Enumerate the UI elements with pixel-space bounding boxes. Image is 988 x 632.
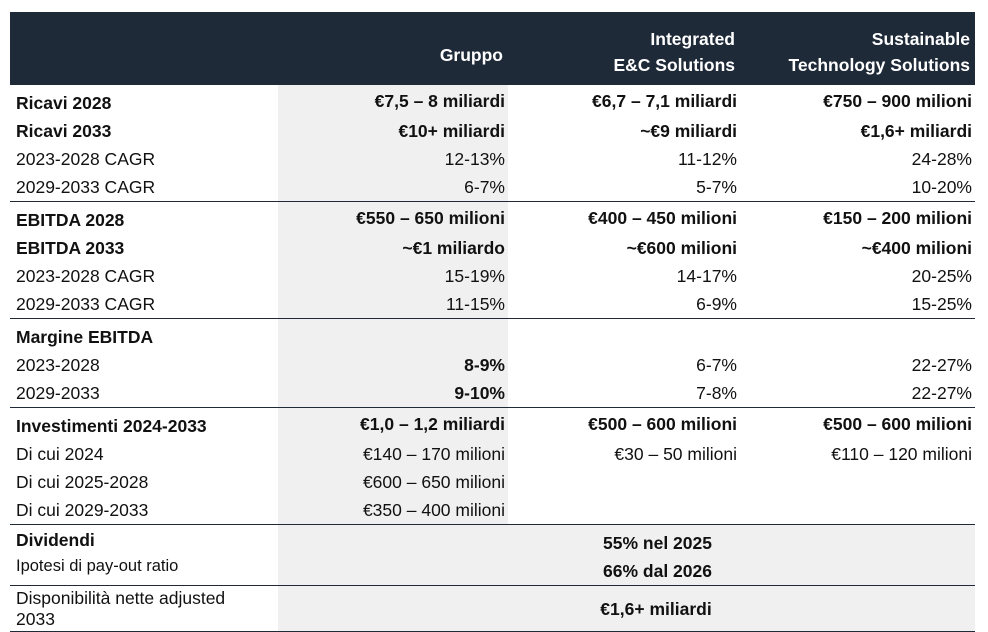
gruppo-value: 15-19% [278,262,508,290]
table-row: Di cui 2025-2028 €600 – 650 milioni [10,468,975,496]
table-row: Di cui 2029-2033 €350 – 400 milioni [10,496,975,525]
table-row: 2029-2033 CAGR 11-15% 6-9% 15-25% [10,290,975,319]
disponibilita-label-cell: Disponibilità nette adjusted 2033 [10,585,278,632]
gruppo-value: ~€1 miliardo [278,234,508,262]
dividendi-sublabel: Ipotesi di pay-out ratio [16,557,179,575]
gruppo-value [278,318,508,351]
sts-value: 22-27% [911,383,972,403]
gruppo-value: €350 – 400 milioni [278,496,508,525]
row-label: Di cui 2029-2033 [16,500,149,520]
ec-value: 11-12% [677,149,737,169]
header-sts-line1: Sustainable [871,29,970,49]
sts-value: €150 – 200 milioni [740,201,975,234]
sts-value: €750 – 900 milioni [740,84,975,117]
sts-value [740,468,975,496]
dividendi-line2: 66% dal 2026 [603,561,712,581]
gruppo-value: 9-10% [278,379,508,408]
ec-value: €30 – 50 milioni [614,444,737,464]
row-label: Investimenti 2024-2033 [10,407,278,440]
guidance-table: Gruppo Integrated E&C Solutions Sustaina… [10,12,975,632]
gruppo-value: €1,0 – 1,2 miliardi [278,407,508,440]
header-blank-cell [10,12,278,85]
row-label: 2023-2028 CAGR [16,149,156,169]
table-body: Ricavi 2028 €7,5 – 8 miliardi €6,7 – 7,1… [10,84,975,632]
gruppo-value: €550 – 650 milioni [278,201,508,234]
disponibilita-row: Disponibilità nette adjusted 2033 €1,6+ … [10,585,975,632]
gruppo-value: 8-9% [278,351,508,379]
table-row: Di cui 2024 €140 – 170 milioni €30 – 50 … [10,440,975,468]
ec-value [508,318,740,351]
dividendi-label-cell: Dividendi Ipotesi di pay-out ratio [10,524,278,586]
row-label: 2023-2028 CAGR [16,266,156,286]
row-label: 2023-2028 [16,355,100,375]
dividendi-row: Dividendi Ipotesi di pay-out ratio 55% n… [10,524,975,586]
row-label: Ricavi 2028 [10,84,278,117]
table-row: EBITDA 2033 ~€1 miliardo ~€600 milioni ~… [10,234,975,262]
header-ec-line1: Integrated [650,29,735,49]
row-label: Margine EBITDA [10,318,278,351]
gruppo-value: €140 – 170 milioni [278,440,508,468]
row-label: 2029-2033 CAGR [16,294,156,314]
row-label: Di cui 2025-2028 [16,472,149,492]
sts-value: €110 – 120 milioni [831,444,972,464]
sts-value: €1,6+ miliardi [860,121,972,141]
ec-value [508,496,740,525]
sts-value: 10-20% [911,177,972,197]
row-label: 2029-2033 [16,383,100,403]
gruppo-value: €7,5 – 8 miliardi [278,84,508,117]
gruppo-value: 12-13% [278,145,508,173]
table-header: Gruppo Integrated E&C Solutions Sustaina… [10,12,975,85]
disponibilita-value: €1,6+ miliardi [278,585,975,632]
table-row: 2023-2028 CAGR 15-19% 14-17% 20-25% [10,262,975,290]
dividendi-line1: 55% nel 2025 [603,533,712,553]
ec-value: 14-17% [676,266,737,286]
sts-value: 24-28% [911,149,972,169]
table-row: Margine EBITDA [10,318,975,351]
ec-value: 6-9% [696,294,737,314]
sts-value: 15-25% [911,294,972,314]
sts-value: 20-25% [911,266,972,286]
ec-value: 6-7% [696,355,737,375]
table-row: Investimenti 2024-2033 €1,0 – 1,2 miliar… [10,407,975,440]
ec-value: €500 – 600 milioni [508,407,740,440]
sts-value: €500 – 600 milioni [740,407,975,440]
row-label: EBITDA 2028 [10,201,278,234]
ec-value: ~€600 milioni [626,238,737,258]
header-sts-line2: Technology Solutions [788,55,970,75]
dividendi-values-cell: 55% nel 2025 66% dal 2026 [278,524,975,586]
ec-value: 7-8% [696,383,737,403]
row-label: 2029-2033 CAGR [16,177,156,197]
row-label: EBITDA 2033 [16,238,125,258]
gruppo-value: €10+ miliardi [278,117,508,145]
row-label: Ricavi 2033 [16,121,112,141]
gruppo-value: 11-15% [278,290,508,319]
header-gruppo: Gruppo [278,12,508,85]
disponibilita-label-line2: 2033 [16,609,55,629]
ec-value: €400 – 450 milioni [508,201,740,234]
gruppo-value: 6-7% [278,173,508,202]
ec-value [508,468,740,496]
header-ec-line2: E&C Solutions [613,55,735,75]
header-sts: Sustainable Technology Solutions [740,12,975,85]
ec-value: €6,7 – 7,1 miliardi [508,84,740,117]
table-row: Ricavi 2028 €7,5 – 8 miliardi €6,7 – 7,1… [10,84,975,117]
sts-value: 22-27% [911,355,972,375]
ec-value: ~€9 miliardi [640,121,737,141]
gruppo-value: €600 – 650 milioni [278,468,508,496]
sts-value [740,318,975,351]
sts-value [740,496,975,525]
guidance-table-container: Gruppo Integrated E&C Solutions Sustaina… [10,12,975,632]
table-row: 2029-2033 9-10% 7-8% 22-27% [10,379,975,408]
sts-value: ~€400 milioni [861,238,972,258]
table-row: EBITDA 2028 €550 – 650 milioni €400 – 45… [10,201,975,234]
table-row: 2023-2028 8-9% 6-7% 22-27% [10,351,975,379]
table-row: 2023-2028 CAGR 12-13% 11-12% 24-28% [10,145,975,173]
dividendi-label: Dividendi [16,530,95,550]
row-label: Di cui 2024 [16,444,104,464]
ec-value: 5-7% [696,177,737,197]
table-row: 2029-2033 CAGR 6-7% 5-7% 10-20% [10,173,975,202]
table-row: Ricavi 2033 €10+ miliardi ~€9 miliardi €… [10,117,975,145]
disponibilita-label-line1: Disponibilità nette adjusted [16,588,226,608]
header-ec-solutions: Integrated E&C Solutions [508,12,740,85]
